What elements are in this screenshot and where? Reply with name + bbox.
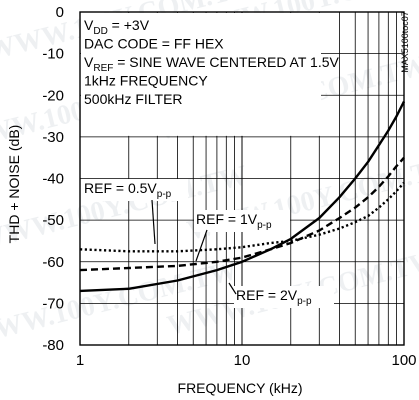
y-tick-label: -80 xyxy=(42,337,64,354)
document-code: MAX5100toc07 xyxy=(400,11,410,73)
series-layer xyxy=(79,100,406,293)
condition-line: VDD = +3V xyxy=(84,17,150,37)
conditions-backdrop xyxy=(81,13,321,136)
x-axis-label: FREQUENCY (kHz) xyxy=(178,380,303,396)
condition-line: 1kHz FREQUENCY xyxy=(84,73,208,89)
y-tick-label: -30 xyxy=(42,129,64,146)
x-tick-label: 10 xyxy=(234,352,251,369)
annotation-leader xyxy=(195,229,208,262)
series-line-dotted xyxy=(79,181,405,253)
plot-frame xyxy=(79,11,405,346)
condition-line: 500kHz FILTER xyxy=(84,91,183,107)
plot-border xyxy=(79,11,405,346)
annotation-label: REF = 0.5Vp-p xyxy=(84,180,172,200)
annotation-backdrop xyxy=(234,286,334,308)
y-tick-label: -20 xyxy=(42,87,64,104)
series-line-dashed xyxy=(79,156,405,272)
y-tick-label: -60 xyxy=(42,254,64,271)
y-tick-label: -10 xyxy=(42,46,64,63)
y-tick-label: -40 xyxy=(42,171,64,188)
annotation-label: REF = 1Vp-p xyxy=(196,211,272,231)
annotation-label: REF = 2Vp-p xyxy=(236,287,312,307)
grid xyxy=(80,11,404,346)
condition-line: DAC CODE = FF HEX xyxy=(84,36,224,52)
y-tick-label: 0 xyxy=(56,4,64,21)
annotation-backdrop xyxy=(194,210,290,232)
series-line-solid xyxy=(79,100,406,293)
x-axis-ticks: 1 10 100 xyxy=(76,352,417,369)
annotation-leader xyxy=(151,199,156,245)
y-tick-label: -50 xyxy=(42,212,64,229)
annotation-leader xyxy=(228,282,237,295)
condition-line: VREF = SINE WAVE CENTERED AT 1.5V xyxy=(84,54,339,74)
y-axis-ticks: 0 -10 -20 -30 -40 -50 -60 -70 -80 xyxy=(42,4,64,354)
annotation-backdrop xyxy=(82,179,188,201)
x-tick-label: 100 xyxy=(391,352,416,369)
y-axis-label: THD + NOISE (dB) xyxy=(6,125,22,244)
x-tick-label: 1 xyxy=(76,352,84,369)
watermark-text: WWW.100Y.COM.TW xyxy=(0,160,251,257)
y-tick-label: -70 xyxy=(42,295,64,312)
curve-annotations: REF = 0.5Vp-p REF = 1Vp-p REF = 2Vp-p xyxy=(82,179,334,308)
